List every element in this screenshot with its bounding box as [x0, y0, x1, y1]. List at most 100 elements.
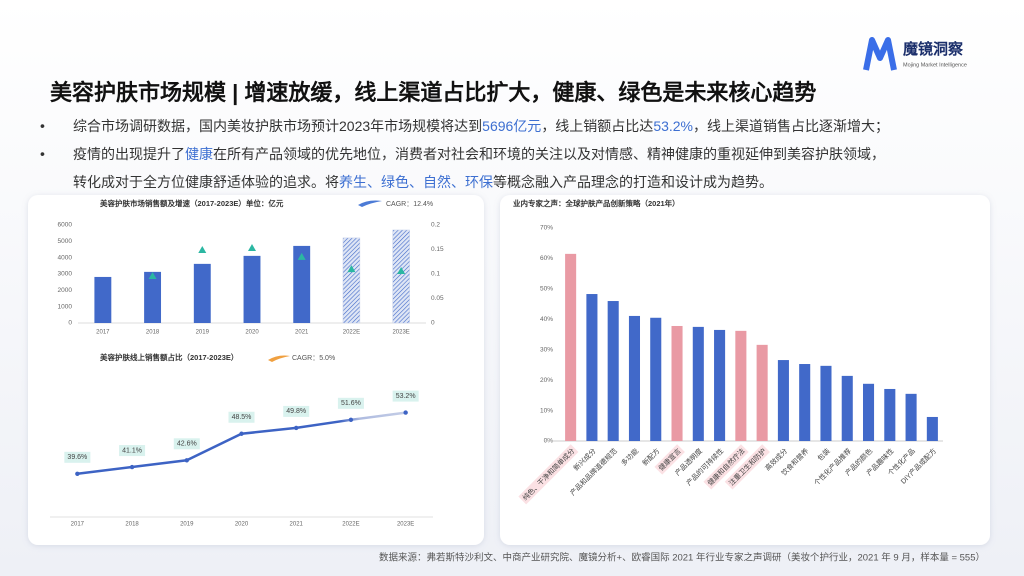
y-tick-label: 70%: [540, 225, 553, 232]
y-tick-label: 3000: [58, 271, 73, 278]
bar: [756, 344, 768, 441]
bullet-text: 综合市场调研数据，国内美妆护肤市场预计2023年市场规模将达到5696亿元 ，线上…: [73, 118, 889, 135]
y2-tick-label: 0.2: [431, 222, 440, 229]
bullet-segment: 综合市场调研数据，国内美妆护肤市场预计2023年市场规模将达到: [73, 118, 482, 134]
logo-icon: [863, 37, 897, 71]
value-label: 48.5%: [232, 414, 252, 421]
point: [403, 410, 408, 415]
triangle-marker: [397, 267, 406, 275]
value-label: 41.1%: [122, 447, 142, 454]
x-tick-label: 2022E: [343, 330, 360, 336]
point: [75, 471, 80, 476]
bullet-segment: 健康: [185, 146, 213, 162]
bar: [342, 237, 361, 324]
bar: [714, 329, 726, 441]
x-tick-label: 2017: [96, 330, 110, 336]
bar: [692, 326, 704, 441]
bar: [820, 365, 832, 441]
bar: [650, 317, 662, 441]
y-tick-label: 6000: [58, 222, 73, 229]
triangle-marker: [148, 271, 157, 279]
bullet-dot: •: [40, 118, 45, 134]
value-label: 53.2%: [396, 393, 416, 400]
bar: [607, 301, 619, 441]
bar: [671, 325, 683, 441]
y2-tick-label: 0.15: [431, 246, 444, 253]
bar: [841, 375, 853, 441]
value-label-bg: [283, 405, 310, 417]
y-tick-label: 60%: [540, 255, 553, 262]
bar: [392, 229, 410, 324]
bar: [884, 388, 896, 441]
bar: [94, 276, 112, 323]
y-tick-label: 2000: [58, 287, 73, 294]
bar: [293, 245, 311, 323]
bar: [799, 364, 811, 441]
y2-tick-label: 0.05: [431, 295, 444, 302]
y-tick-label: 4000: [58, 254, 73, 261]
bullet-dot: •: [40, 146, 45, 162]
bar: [565, 253, 577, 441]
x-tick-label: 2019: [196, 330, 210, 336]
point: [239, 431, 244, 436]
y-tick-label: 40%: [540, 316, 553, 323]
value-label: 39.6%: [67, 454, 87, 461]
triangle-marker: [347, 265, 356, 273]
x-label-highlight: [654, 444, 685, 475]
chart-title: 美容护肤市场销售额及增速（2017-2023E）单位：亿元: [100, 198, 284, 208]
bullet-segment: 养生、绿色、自然、环保: [339, 174, 493, 190]
value-label-bg: [119, 445, 146, 457]
x-label-highlight: [724, 444, 770, 490]
y-tick-label: 10%: [540, 407, 553, 414]
bar: [777, 360, 789, 441]
y-tick-label: 30%: [540, 346, 553, 353]
value-label-bg: [173, 438, 200, 450]
legend-label: CAGR：12.4%: [386, 201, 433, 208]
bar: [905, 393, 917, 441]
value-label: 49.8%: [286, 408, 306, 415]
legend-label: CAGR：5.0%: [292, 355, 335, 362]
x-tick-label: 2021: [295, 330, 309, 336]
value-label: 42.6%: [177, 441, 197, 448]
triangle-marker: [248, 244, 256, 252]
x-label-highlight: [703, 444, 749, 490]
bar: [628, 315, 641, 441]
bullet-segment: 5696亿元: [482, 118, 541, 134]
bar: [193, 263, 211, 323]
bar: [735, 330, 747, 441]
bullet-segment: ，线上渠道销售占比逐渐增大；: [693, 118, 889, 135]
x-tick-label: 2020: [235, 522, 249, 528]
point: [348, 417, 354, 422]
value-label-bg: [64, 451, 91, 463]
x-tick-label: 2019: [180, 522, 194, 528]
triangle-marker: [198, 245, 207, 253]
bar: [926, 416, 938, 441]
value-label-bg: [228, 411, 255, 423]
value-label: 51.6%: [341, 400, 361, 407]
left-card: [28, 195, 484, 545]
bullet-segment: 等概念融入产品理念的打造和设计成为趋势。: [493, 174, 773, 190]
y2-tick-label: 0: [431, 320, 435, 327]
x-tick-label: 2020: [245, 330, 259, 336]
point: [294, 425, 299, 431]
bullet-text: 疫情的出现提升了健康在所有产品领域的优先地位，消费者对社会和环境的关注以及对情感…: [73, 146, 885, 162]
bullet-segment: 疫情的出现提升了: [73, 146, 185, 162]
logo-name: 魔镜洞察: [903, 40, 964, 58]
value-label-bg: [392, 390, 419, 402]
bullet-text: 转化成对于全方位健康舒适体验的追求。将养生、绿色、自然、环保等概念融入产品理念的…: [73, 174, 773, 190]
bar: [144, 271, 162, 323]
x-label-highlight: [518, 444, 579, 505]
x-tick-label: 2021: [290, 522, 304, 528]
slide-title: 美容护肤市场规模 | 增速放缓，线上渠道占比扩大，健康、绿色是未来核心趋势: [50, 80, 816, 105]
y-tick-label: 5000: [58, 238, 73, 245]
source-note: 数据来源：弗若斯特沙利文、中商产业研究院、魔镜分析+、欧睿国际 2021 年行业…: [379, 552, 985, 564]
y2-tick-label: 0.1: [431, 271, 440, 278]
x-tick-label: 2023E: [397, 522, 414, 528]
logo: 魔镜洞察 Mojing Market Intelligence: [863, 37, 967, 71]
x-tick-label: 2018: [125, 522, 139, 528]
bullet-segment: 转化成对于全方位健康舒适体验的追求。将: [73, 174, 339, 190]
logo-tagline: Mojing Market Intelligence: [903, 62, 967, 68]
bar: [243, 255, 261, 323]
bar: [862, 383, 875, 441]
